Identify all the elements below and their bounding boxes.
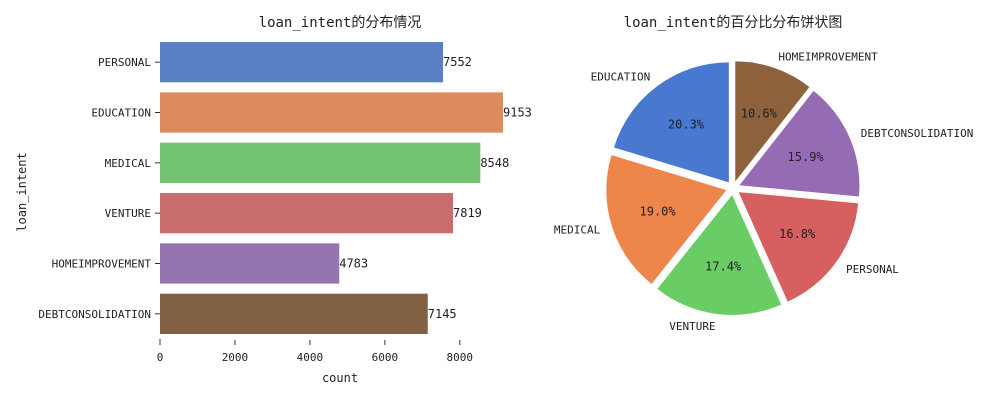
bar-y-tick-label: VENTURE [105, 207, 151, 220]
bar-y-tick-label: DEBTCONSOLIDATION [38, 308, 151, 321]
bar-value-label: 8548 [480, 156, 509, 170]
bar-value-labels: 7552 9153 8548 7819 4783 7145 [339, 55, 532, 321]
bar-medical [160, 142, 481, 183]
bar-value-label: 7819 [453, 206, 482, 220]
pie-category-label: MEDICAL [554, 223, 601, 236]
bar-education [160, 92, 503, 133]
pie-chart: loan_intent的百分比分布饼状图 20.3% EDUCATION 19.0%… [554, 15, 973, 333]
bar-value-label: 4783 [339, 257, 368, 271]
pie-category-label: DEBTCONSOLIDATION [861, 127, 974, 140]
bar-debtconsolidation [160, 293, 428, 334]
bar-y-tick-label: MEDICAL [105, 157, 152, 170]
pie-slices [606, 61, 860, 315]
pie-percent-label: 10.6% [741, 106, 778, 120]
bar-y-tick-label: HOMEIMPROVEMENT [52, 258, 152, 271]
bar-personal [160, 42, 444, 83]
pie-slice-homeimprovement [735, 61, 810, 182]
bar-value-label: 9153 [503, 106, 532, 120]
bar-chart-title: loan_intent的分布情况 [259, 15, 422, 31]
pie-slice-debtconsolidation [739, 90, 860, 197]
pie-percent-label: 20.3% [668, 118, 705, 132]
bar-x-tick-label: 6000 [372, 351, 399, 364]
pie-labels: 20.3% EDUCATION 19.0% MEDICAL 17.4% VENTURE 16… [554, 51, 973, 333]
bar-x-tick-label: 4000 [297, 351, 324, 364]
bar-x-axis-label: count [322, 371, 358, 385]
bar-value-label: 7552 [443, 55, 472, 69]
bar-y-tick-label: PERSONAL [98, 56, 151, 69]
pie-percent-label: 15.9% [788, 150, 825, 164]
bar-venture [160, 193, 454, 234]
pie-category-label: HOMEIMPROVEMENT [778, 51, 878, 64]
pie-slice-education [614, 62, 729, 183]
pie-percent-label: 16.8% [779, 227, 816, 241]
pie-category-label: VENTURE [669, 320, 715, 333]
bar-series [160, 42, 503, 334]
pie-slice-venture [657, 194, 782, 315]
pie-percent-label: 17.4% [705, 259, 742, 273]
bar-x-tick-label: 2000 [222, 351, 249, 364]
bar-y-axis-label: loan_intent [15, 152, 29, 231]
bar-y-tick-label: EDUCATION [91, 107, 151, 120]
bar-value-label: 7145 [428, 307, 457, 321]
bar-x-tick-label: 8000 [447, 351, 474, 364]
pie-percent-label: 19.0% [640, 204, 677, 218]
bar-y-tick-labels: PERSONAL EDUCATION MEDICAL VENTURE HOMEIMPRO… [38, 56, 160, 321]
bar-homeimprovement [160, 243, 340, 284]
pie-chart-title: loan_intent的百分比分布饼状图 [624, 15, 843, 31]
bar-chart: loan_intent的分布情况 PERSONAL EDUCATION MEDICA… [15, 15, 532, 385]
pie-category-label: PERSONAL [846, 263, 899, 276]
pie-slice-personal [738, 192, 859, 302]
bar-x-tick-label: 0 [157, 351, 164, 364]
pie-slice-medical [606, 155, 727, 284]
bar-x-ticks: 0 2000 4000 6000 8000 [157, 340, 473, 364]
pie-category-label: EDUCATION [591, 70, 651, 83]
